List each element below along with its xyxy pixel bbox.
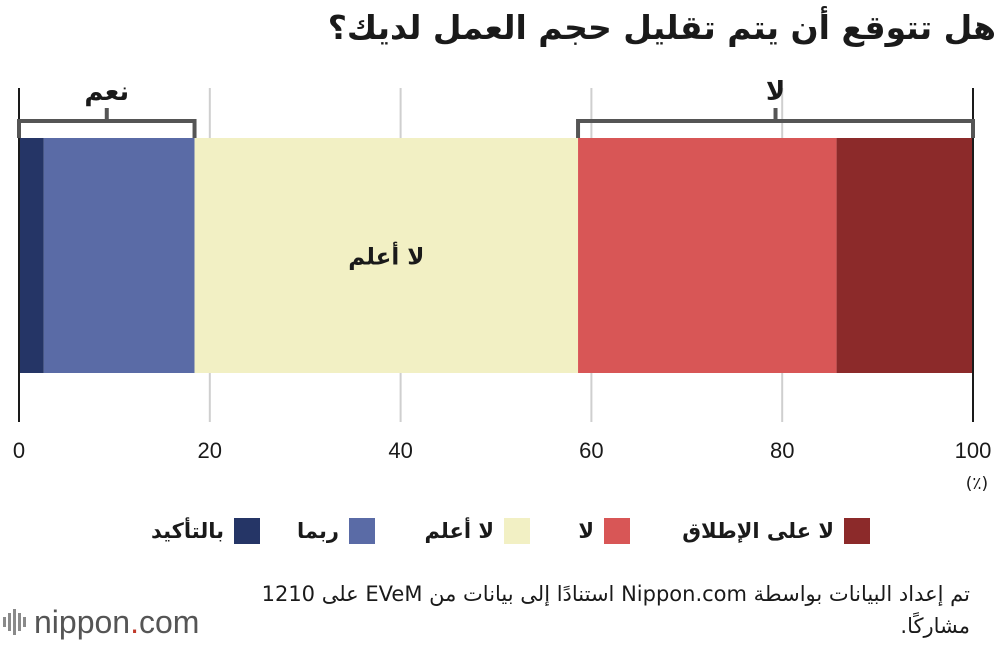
nippon-logo: nippon. com xyxy=(3,602,199,642)
legend-swatch xyxy=(504,518,530,544)
legend-label: بالتأكيد xyxy=(150,519,224,543)
bar-segment xyxy=(19,138,44,373)
logo-tld: com xyxy=(138,603,200,640)
legend-item: لا أعلم xyxy=(400,512,530,552)
bar-segment xyxy=(194,138,579,373)
bracket-label: نعم xyxy=(84,77,129,107)
legend-label: لا xyxy=(578,519,594,543)
logo-dot: . xyxy=(130,603,139,640)
x-tick-label: 80 xyxy=(770,438,794,463)
legend-swatch xyxy=(604,518,630,544)
bar-segment-label: لا أعلم xyxy=(348,241,424,271)
x-tick-label: 60 xyxy=(579,438,603,463)
legend-swatch xyxy=(234,518,260,544)
legend-item: بالتأكيد xyxy=(150,512,260,552)
chart-legend: لا على الإطلاق لا لا أعلم ربما بالتأكيد xyxy=(0,512,1000,552)
chart-title: هل تتوقع أن يتم تقليل حجم العمل لديك؟ xyxy=(327,8,996,47)
bar-segment xyxy=(43,138,195,373)
x-tick-label: 0 xyxy=(13,438,25,463)
legend-label: لا أعلم xyxy=(424,519,494,543)
x-tick-label: 100 xyxy=(955,438,992,463)
x-tick-label: 20 xyxy=(198,438,222,463)
legend-swatch xyxy=(844,518,870,544)
stacked-bar-chart: لا أعلم 0 20 40 60 80 100 (٪) نعم لا xyxy=(13,77,992,494)
bracket xyxy=(576,119,975,138)
x-unit-label: (٪) xyxy=(966,474,988,494)
legend-label: لا على الإطلاق xyxy=(682,519,834,543)
bar-segment xyxy=(836,138,973,373)
source-note: تم إعداد البيانات بواسطة Nippon.com استن… xyxy=(261,582,970,638)
bracket-label: لا xyxy=(766,77,785,107)
bracket xyxy=(17,119,197,138)
logo-name: nippon xyxy=(34,603,131,640)
x-tick-label: 40 xyxy=(388,438,412,463)
legend-label: ربما xyxy=(297,519,339,543)
legend-item: لا xyxy=(540,512,630,552)
legend-swatch xyxy=(349,518,375,544)
logo-mark-icon xyxy=(3,609,28,635)
legend-item: لا على الإطلاق xyxy=(670,512,870,552)
bar-segment xyxy=(578,138,837,373)
legend-item: ربما xyxy=(280,512,375,552)
